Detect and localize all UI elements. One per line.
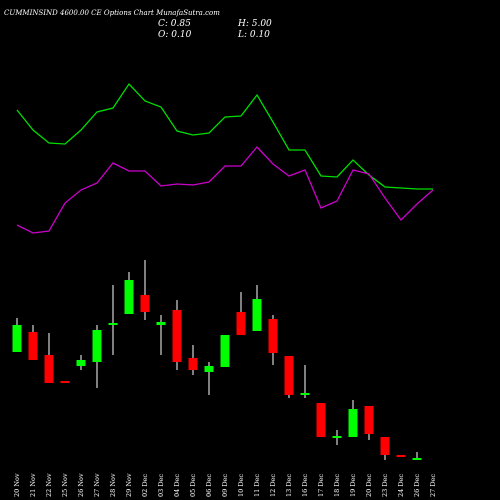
x-tick-label: 16 Dec <box>301 474 309 497</box>
candle-body <box>300 393 310 395</box>
x-tick-label: 21 Nov <box>29 473 37 497</box>
x-tick-label: 24 Dec <box>397 474 405 497</box>
x-tick-label: 02 Dec <box>141 474 149 497</box>
x-tick-label: 09 Dec <box>221 474 229 497</box>
x-tick-label: 04 Dec <box>173 474 181 497</box>
info-high: H: 5.00 <box>237 19 272 29</box>
candle-body <box>204 366 214 372</box>
indicator-line <box>16 146 434 234</box>
candle-body <box>44 355 54 383</box>
x-tick-label: 23 Dec <box>381 474 389 497</box>
candle-body <box>396 455 406 457</box>
candle-body <box>220 335 230 367</box>
x-tick-label: 27 Dec <box>429 474 437 497</box>
candle-body <box>332 436 342 438</box>
candle-body <box>124 280 134 314</box>
candle-body <box>60 381 70 383</box>
candle-body <box>348 409 358 437</box>
candle-body <box>364 406 374 434</box>
x-tick-label: 19 Dec <box>349 474 357 497</box>
x-tick-label: 28 Nov <box>109 473 117 497</box>
x-tick-label: 18 Dec <box>333 474 341 497</box>
x-tick-label: 26 Nov <box>77 473 85 497</box>
x-tick-label: 03 Dec <box>157 474 165 497</box>
candle-body <box>188 358 198 370</box>
x-tick-label: 17 Dec <box>317 474 325 497</box>
x-tick-label: 12 Dec <box>269 474 277 497</box>
candle-body <box>156 322 166 325</box>
x-tick-label: 25 Nov <box>61 473 69 497</box>
candle-body <box>316 403 326 437</box>
candle-body <box>92 330 102 362</box>
x-tick-label: 11 Dec <box>253 474 261 497</box>
x-tick-label: 13 Dec <box>285 474 293 497</box>
candle-body <box>412 458 422 460</box>
candle-body <box>380 437 390 455</box>
x-tick-label: 27 Nov <box>93 473 101 497</box>
x-tick-label: 20 Nov <box>13 473 21 497</box>
x-tick-label: 06 Dec <box>205 474 213 497</box>
x-tick-label: 22 Nov <box>45 473 53 497</box>
candle-body <box>140 295 150 312</box>
info-close: C: 0.85 <box>158 19 191 29</box>
x-tick-label: 10 Dec <box>237 474 245 497</box>
candle-body <box>284 356 294 395</box>
candle-body <box>172 310 182 362</box>
info-low: L: 0.10 <box>237 30 270 40</box>
candle-body <box>12 325 22 352</box>
chart-title: CUMMINSIND 4600.00 CE Options Chart Muna… <box>4 9 220 17</box>
candle-body <box>252 299 262 331</box>
candle-body <box>76 360 86 366</box>
candle-body <box>268 319 278 353</box>
candle-body <box>28 332 38 360</box>
x-tick-label: 29 Nov <box>125 473 133 497</box>
x-tick-label: 05 Dec <box>189 474 197 497</box>
x-tick-label: 26 Dec <box>413 474 421 497</box>
candle-body <box>236 312 246 335</box>
x-tick-label: 20 Dec <box>365 474 373 497</box>
candle-body <box>108 323 118 325</box>
indicator-line <box>16 82 433 190</box>
info-open: O: 0.10 <box>158 30 192 40</box>
